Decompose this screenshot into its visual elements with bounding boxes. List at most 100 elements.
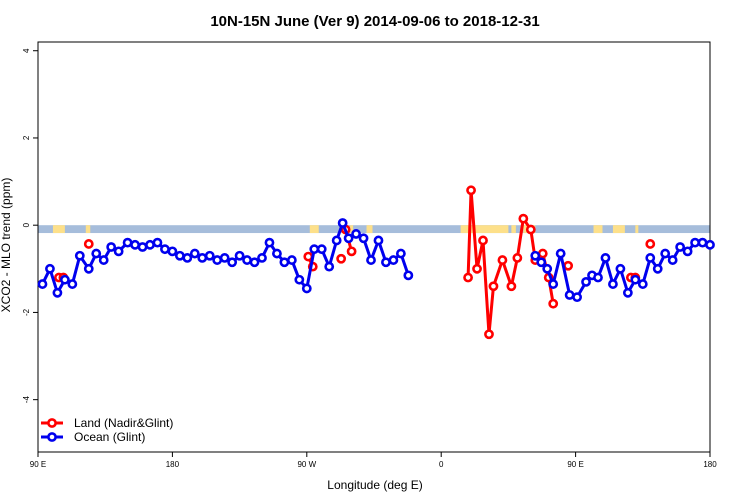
data-point: [98, 255, 109, 265]
data-point: [667, 255, 678, 265]
data-point: [600, 253, 611, 263]
data-point: [160, 244, 170, 255]
y-tick-label: 0: [22, 222, 31, 227]
data-point: [174, 250, 185, 261]
y-tick-label: -2: [22, 308, 31, 316]
y-tick-label: 4: [22, 48, 31, 53]
data-point: [343, 233, 354, 244]
data-point: [630, 274, 641, 285]
x-axis: 90 E 180 90 W 0 90 E 180: [30, 452, 717, 469]
series-layer: [37, 185, 715, 340]
y-tick-label: -4: [22, 396, 31, 404]
data-point: [106, 242, 117, 252]
data-point: [279, 257, 290, 268]
data-point: [346, 246, 357, 257]
data-point: [316, 244, 327, 255]
data-point: [705, 239, 715, 250]
band-land-segment: [460, 225, 509, 234]
data-point: [488, 281, 499, 292]
band-land-segment: [593, 225, 603, 234]
data-point: [463, 272, 473, 283]
x-tick-label: 90 E: [30, 460, 46, 469]
legend-marker: [47, 432, 57, 442]
band-land-segment: [612, 225, 625, 234]
data-point: [145, 239, 155, 250]
data-point: [351, 229, 361, 239]
band-land-segment: [309, 225, 319, 234]
data-point: [563, 260, 574, 271]
data-point: [83, 239, 94, 249]
data-point: [697, 237, 708, 248]
data-point: [645, 239, 656, 249]
data-point: [572, 292, 582, 303]
data-point: [242, 255, 252, 265]
legend-label: Ocean (Glint): [74, 430, 145, 444]
data-point: [227, 257, 238, 268]
data-point: [652, 263, 663, 274]
data-point: [257, 253, 267, 263]
band-ocean: [38, 225, 710, 234]
data-point: [403, 270, 414, 281]
x-tick-label: 0: [439, 460, 444, 469]
data-point: [530, 250, 541, 261]
data-point: [234, 250, 245, 261]
data-point: [466, 185, 476, 196]
data-point: [518, 213, 529, 224]
data-point: [660, 248, 671, 259]
data-point: [615, 263, 626, 274]
data-point: [536, 257, 547, 268]
data-point: [264, 237, 275, 248]
x-tick-label: 180: [703, 460, 717, 469]
data-point: [395, 248, 406, 259]
band-land-segment: [635, 225, 639, 234]
data-point: [137, 242, 148, 252]
data-point: [331, 235, 342, 246]
y-axis: 4 2 0 -2 -4: [22, 48, 38, 403]
data-point: [337, 218, 348, 228]
data-point: [309, 244, 320, 255]
data-point: [167, 246, 178, 257]
data-point: [593, 272, 603, 283]
data-point: [122, 237, 133, 248]
data-point: [472, 263, 482, 274]
data-point: [272, 248, 282, 259]
data-point: [512, 253, 523, 263]
legend: Land (Nadir&Glint)Ocean (Glint): [41, 416, 173, 444]
data-point: [388, 255, 399, 265]
data-point: [478, 235, 488, 246]
y-tick-label: 2: [22, 135, 31, 140]
data-point: [484, 329, 494, 340]
data-point: [303, 251, 314, 262]
legend-label: Land (Nadir&Glint): [74, 416, 173, 430]
band-land-segment: [511, 225, 516, 234]
data-point: [294, 274, 305, 285]
data-point: [497, 255, 508, 265]
observation-band: [38, 225, 710, 234]
data-point: [45, 263, 55, 274]
data-point: [212, 255, 223, 265]
data-point: [59, 274, 70, 285]
data-point: [189, 248, 200, 259]
data-point: [555, 248, 566, 259]
data-point: [682, 246, 693, 257]
data-point: [204, 250, 215, 261]
data-point: [182, 253, 193, 263]
data-point: [113, 246, 124, 257]
data-point: [83, 263, 94, 274]
data-point: [548, 298, 559, 309]
x-axis-label: Longitude (deg E): [327, 478, 422, 492]
data-point: [608, 279, 618, 289]
x-tick-label: 90 W: [297, 460, 316, 469]
data-point: [542, 263, 553, 274]
x-tick-label: 180: [166, 460, 180, 469]
data-point: [525, 224, 536, 235]
data-point: [690, 237, 700, 248]
band-land-segment: [85, 225, 91, 234]
data-point: [197, 253, 208, 263]
band-land-segment: [52, 225, 65, 234]
series-ocean: [37, 218, 715, 303]
data-point: [381, 257, 391, 268]
data-point: [37, 279, 48, 289]
data-point: [249, 257, 260, 268]
